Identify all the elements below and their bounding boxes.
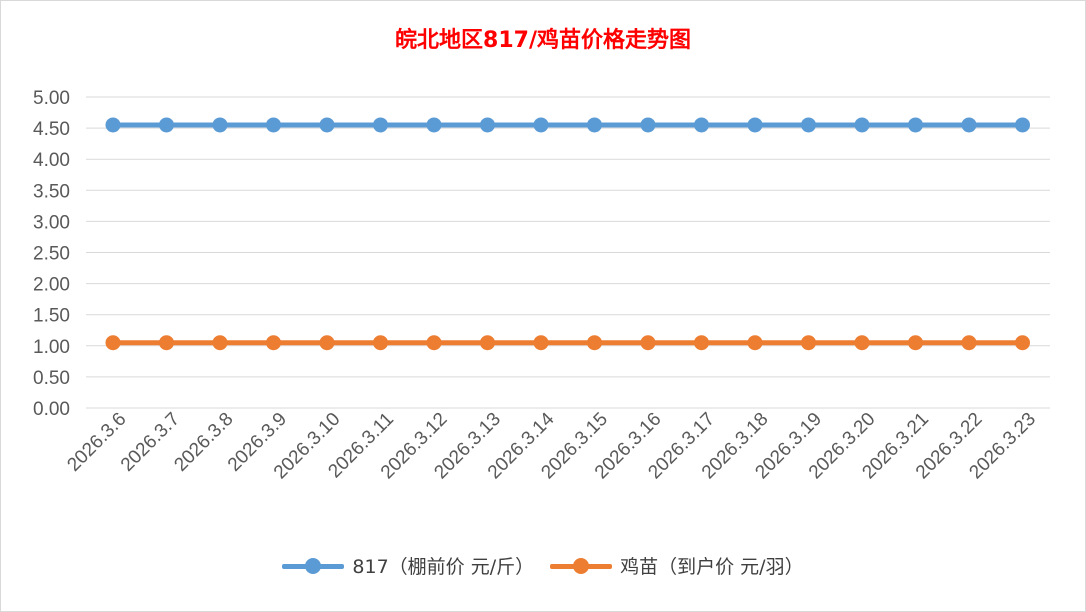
series-0-point-0 <box>105 117 121 133</box>
series-0-point-13 <box>801 117 816 133</box>
legend-swatch-chick <box>550 556 613 576</box>
y-tick-label-5: 2.50 <box>33 244 70 265</box>
y-tick-label-10: 5.00 <box>33 88 70 109</box>
x-axis: 2026.3.62026.3.72026.3.82026.3.92026.3.1… <box>63 408 1040 483</box>
series-0-point-16 <box>961 117 977 133</box>
gridlines <box>86 96 1050 409</box>
series-1-point-10 <box>640 335 656 351</box>
series-0-point-11 <box>694 117 709 133</box>
series-1-point-9 <box>587 335 602 351</box>
series-1-point-8 <box>533 335 549 351</box>
series-0-point-9 <box>587 117 602 133</box>
series-0-point-12 <box>747 117 763 133</box>
series-1-point-6 <box>426 335 442 351</box>
series-layer <box>105 117 1030 351</box>
series-1-point-17 <box>1015 335 1030 351</box>
y-tick-label-0: 0.00 <box>33 399 70 420</box>
y-tick-label-6: 3.00 <box>33 212 70 233</box>
series-1-point-13 <box>801 335 816 351</box>
legend-swatch-817 <box>282 556 345 576</box>
y-tick-label-7: 3.50 <box>33 181 70 202</box>
y-tick-label-1: 0.50 <box>33 368 70 389</box>
legend-item-chick[interactable]: 鸡苗（到户价 元/羽） <box>550 552 804 579</box>
series-1-point-2 <box>212 335 228 351</box>
chart-title: 皖北地区817/鸡苗价格走势图 <box>395 28 691 53</box>
series-1-point-11 <box>694 335 709 351</box>
legend-label-chick: 鸡苗（到户价 元/羽） <box>620 556 804 578</box>
y-tick-label-2: 1.00 <box>33 337 70 358</box>
series-1-point-0 <box>105 335 121 351</box>
series-1-point-12 <box>747 335 763 351</box>
y-tick-label-3: 1.50 <box>33 306 70 327</box>
legend-label-817: 817（棚前价 元/斤） <box>352 556 535 578</box>
series-1-point-3 <box>266 335 281 351</box>
legend: 817（棚前价 元/斤） 鸡苗（到户价 元/羽） <box>0 552 1086 579</box>
series-0-point-4 <box>319 117 335 133</box>
series-0-point-8 <box>533 117 549 133</box>
legend-item-817[interactable]: 817（棚前价 元/斤） <box>282 552 534 579</box>
series-0-point-2 <box>212 117 228 133</box>
y-tick-label-9: 4.50 <box>33 119 70 140</box>
series-0-point-6 <box>426 117 442 133</box>
series-1-point-14 <box>854 335 870 351</box>
series-0-point-5 <box>373 117 388 133</box>
series-1-point-1 <box>159 335 174 351</box>
series-0-point-17 <box>1015 117 1030 133</box>
series-0-point-14 <box>854 117 870 133</box>
series-0-point-3 <box>266 117 281 133</box>
series-0-point-7 <box>480 117 495 133</box>
series-1-point-16 <box>961 335 977 351</box>
series-1-point-5 <box>373 335 388 351</box>
y-tick-label-8: 4.00 <box>33 150 70 171</box>
series-0-point-15 <box>908 117 923 133</box>
y-axis: 0.00 0.50 1.00 1.50 2.00 2.50 3.00 3.50 4.00 4.50… <box>33 88 70 420</box>
series-0-point-1 <box>159 117 174 133</box>
series-1-point-7 <box>480 335 495 351</box>
series-0-point-10 <box>640 117 656 133</box>
series-1-point-4 <box>319 335 335 351</box>
series-1-point-15 <box>908 335 923 351</box>
y-tick-label-4: 2.00 <box>33 275 70 296</box>
